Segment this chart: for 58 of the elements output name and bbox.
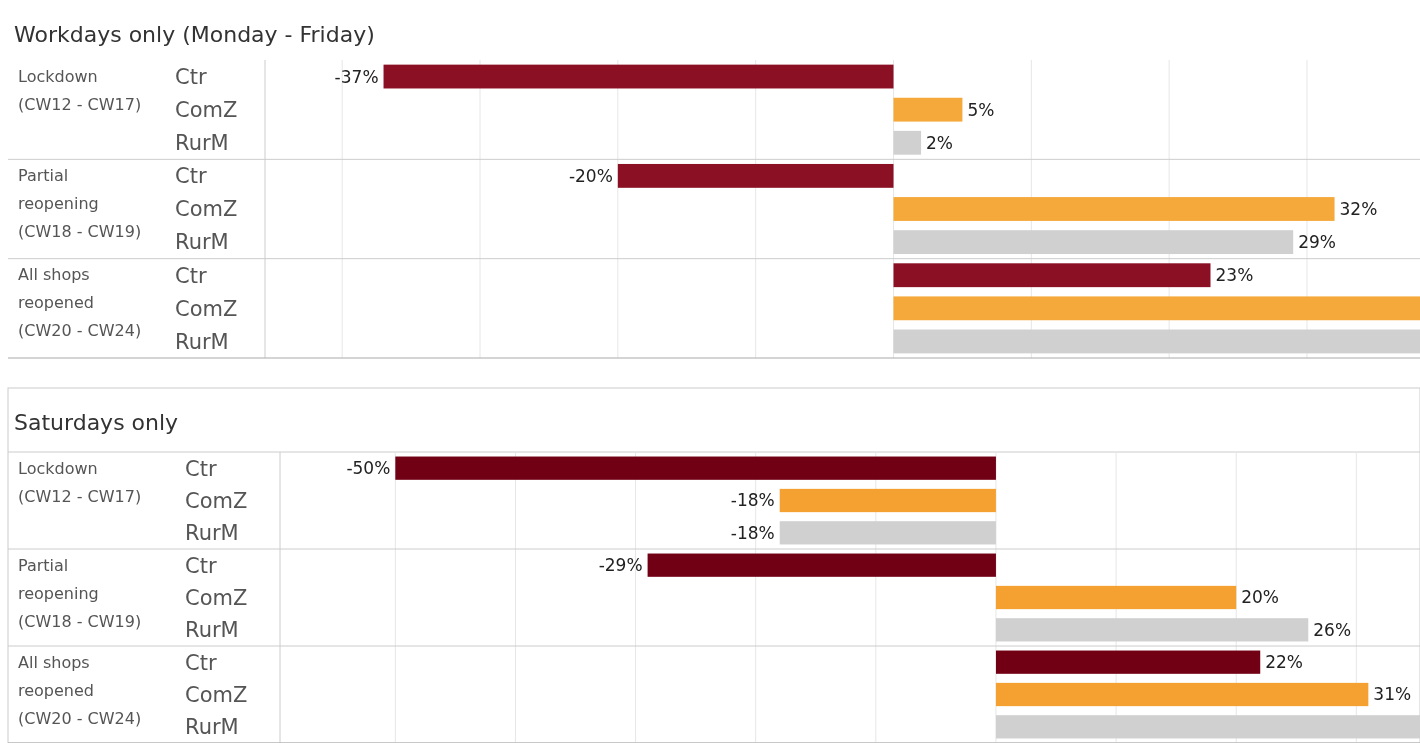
data-label: 2% (926, 132, 954, 153)
data-label: 29% (1298, 232, 1336, 253)
bar (995, 682, 1369, 707)
y-tick-label: ComZ (175, 98, 238, 123)
y-tick-label: ComZ (175, 197, 238, 222)
bar (893, 296, 1420, 321)
y-tick-label: Ctr (185, 650, 217, 675)
data-label: -18% (730, 490, 775, 511)
data-label: 23% (1215, 265, 1254, 286)
bar (893, 329, 1420, 354)
data-label: -18% (730, 522, 775, 543)
y-tick-label: Ctr (175, 64, 207, 89)
y-tick-label: RurM (175, 230, 229, 255)
text: Partial reopening (CW18 - CW19) (18, 555, 142, 631)
y-tick-label: RurM (185, 618, 239, 643)
text: Saturdays only (14, 409, 179, 435)
y-tick-label: RurM (175, 329, 229, 354)
y-tick-label: Ctr (185, 456, 217, 481)
y-tick-label: ComZ (185, 488, 248, 513)
bar (995, 650, 1261, 674)
chart-title: Workdays only (Monday - Friday) (14, 21, 375, 47)
data-label: 26% (1313, 619, 1352, 640)
y-tick-label: RurM (185, 715, 239, 740)
y-tick-label: Ctr (185, 553, 217, 578)
y-tick-label: Ctr (175, 263, 207, 288)
y-tick-label: ComZ (175, 296, 238, 321)
bar (779, 488, 996, 513)
bar (395, 456, 996, 480)
text: Partial reopening (CW18 - CW19) (18, 165, 142, 241)
bar (893, 130, 922, 155)
data-label: 20% (1241, 587, 1279, 608)
bar (647, 553, 996, 577)
data-label: -20% (568, 165, 613, 186)
data-label: -37% (334, 66, 379, 87)
data-label: 32% (1339, 198, 1378, 219)
y-tick-label: Ctr (175, 164, 207, 189)
bar (995, 618, 1309, 642)
bar (995, 585, 1237, 610)
bar (893, 97, 963, 122)
y-tick-label: ComZ (185, 682, 248, 707)
bar (893, 263, 1211, 288)
y-tick-label: RurM (175, 131, 229, 156)
bar (383, 64, 894, 89)
text: All shops reopened (CW20 - CW24) (18, 265, 142, 341)
data-label: -29% (598, 555, 643, 576)
data-label: 31% (1373, 684, 1412, 705)
text: Lockdown (CW12 - CW17) (18, 458, 142, 506)
data-label: 22% (1265, 652, 1304, 673)
text: Lockdown (CW12 - CW17) (18, 66, 142, 114)
bar (617, 163, 894, 188)
y-tick-label: ComZ (185, 585, 248, 610)
data-label: 5% (967, 99, 995, 120)
bar (893, 197, 1335, 221)
bar (893, 230, 1294, 255)
y-tick-label: RurM (185, 521, 239, 546)
data-label: -50% (346, 458, 391, 479)
text: All shops reopened (CW20 - CW24) (18, 652, 142, 728)
bar (779, 521, 996, 545)
